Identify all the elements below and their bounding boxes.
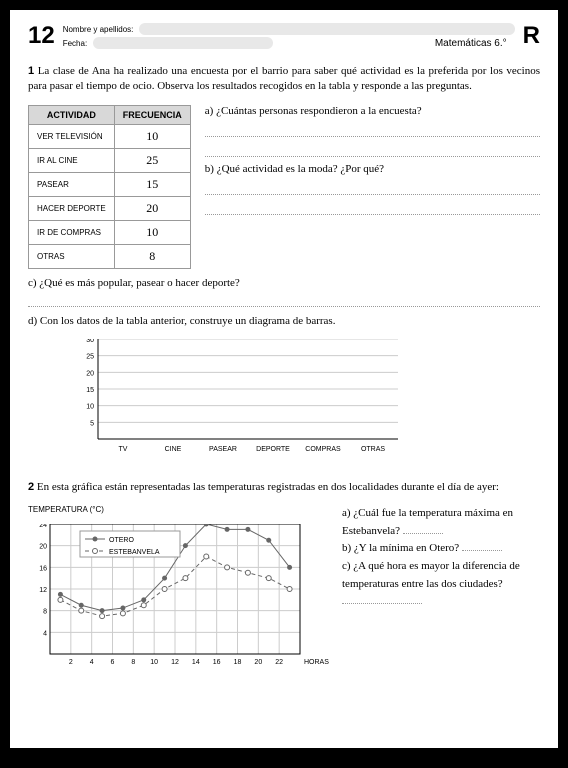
q1b: b) ¿Qué actividad es la moda? ¿Por qué? bbox=[205, 163, 540, 175]
svg-text:TV: TV bbox=[119, 446, 128, 453]
table-row: VER TELEVISIÓN10 bbox=[29, 124, 191, 148]
q2-text: 2 En esta gráfica están representadas la… bbox=[28, 480, 540, 495]
worksheet-number: 12 bbox=[28, 22, 55, 50]
temperature-chart-wrap: TEMPERATURA (°C) 48121620242468101214161… bbox=[28, 505, 330, 683]
svg-text:16: 16 bbox=[39, 566, 47, 573]
svg-text:16: 16 bbox=[213, 659, 221, 666]
svg-text:CINE: CINE bbox=[165, 446, 182, 453]
answer-line[interactable] bbox=[205, 123, 540, 137]
answer-line[interactable] bbox=[342, 603, 422, 604]
frequency-table: ACTIVIDADFRECUENCIA VER TELEVISIÓN10 IR … bbox=[28, 105, 191, 269]
question-1: 1 La clase de Ana ha realizado una encue… bbox=[28, 64, 540, 470]
svg-text:12: 12 bbox=[39, 587, 47, 594]
table-row: PASEAR15 bbox=[29, 172, 191, 196]
date-label: Fecha: bbox=[63, 39, 87, 48]
table-header: ACTIVIDAD bbox=[29, 105, 115, 124]
name-label: Nombre y apellidos: bbox=[63, 25, 134, 34]
svg-text:22: 22 bbox=[275, 659, 283, 666]
table-row: OTRAS8 bbox=[29, 244, 191, 268]
svg-text:15: 15 bbox=[86, 387, 94, 394]
svg-text:20: 20 bbox=[86, 370, 94, 377]
svg-text:HORAS: HORAS bbox=[304, 659, 329, 666]
line-chart: 4812162024246810121416182022HORASOTEROES… bbox=[28, 524, 330, 672]
q1d: d) Con los datos de la tabla anterior, c… bbox=[28, 315, 540, 327]
q1c: c) ¿Qué es más popular, pasear o hacer d… bbox=[28, 277, 540, 289]
answer-line[interactable] bbox=[205, 143, 540, 157]
svg-text:4: 4 bbox=[90, 659, 94, 666]
svg-text:14: 14 bbox=[192, 659, 200, 666]
svg-text:COMPRAS: COMPRAS bbox=[305, 446, 341, 453]
svg-text:6: 6 bbox=[111, 659, 115, 666]
bar-chart-grid: 5 10 15 20 25 30 TV CINE PASEAR DEPORTE COMPRAS OTR… bbox=[68, 339, 398, 459]
date-input-line[interactable] bbox=[93, 37, 273, 49]
svg-text:PASEAR: PASEAR bbox=[209, 446, 237, 453]
answer-line[interactable] bbox=[462, 550, 502, 551]
answer-line[interactable] bbox=[205, 181, 540, 195]
name-date-fields: Nombre y apellidos: Fecha: Matemáticas 6.… bbox=[63, 23, 515, 49]
svg-text:OTERO: OTERO bbox=[109, 537, 134, 544]
svg-text:DEPORTE: DEPORTE bbox=[256, 446, 290, 453]
table-header: FRECUENCIA bbox=[114, 105, 190, 124]
answer-line[interactable] bbox=[28, 293, 540, 307]
q2c: c) ¿A qué hora es mayor la diferencia de… bbox=[342, 558, 540, 611]
svg-text:8: 8 bbox=[43, 609, 47, 616]
svg-text:12: 12 bbox=[171, 659, 179, 666]
answer-line[interactable] bbox=[403, 533, 443, 534]
svg-text:ESTEBANVELA: ESTEBANVELA bbox=[109, 549, 160, 556]
q1a: a) ¿Cuántas personas respondieron a la e… bbox=[205, 105, 540, 117]
name-input-line[interactable] bbox=[139, 23, 514, 35]
svg-text:24: 24 bbox=[39, 524, 47, 529]
q1-subquestions: a) ¿Cuántas personas respondieron a la e… bbox=[205, 105, 540, 221]
svg-text:10: 10 bbox=[86, 403, 94, 410]
q2-subquestions: a) ¿Cuál fue la temperatura máxima en Es… bbox=[342, 505, 540, 611]
table-row: HACER DEPORTE20 bbox=[29, 196, 191, 220]
q1-text: 1 La clase de Ana ha realizado una encue… bbox=[28, 64, 540, 95]
svg-text:OTRAS: OTRAS bbox=[361, 446, 385, 453]
header: 12 Nombre y apellidos: Fecha: Matemáticas… bbox=[28, 22, 540, 50]
svg-text:18: 18 bbox=[234, 659, 242, 666]
svg-text:20: 20 bbox=[39, 544, 47, 551]
subject-label: Matemáticas 6.° bbox=[435, 38, 507, 49]
svg-text:10: 10 bbox=[150, 659, 158, 666]
svg-text:4: 4 bbox=[43, 631, 47, 638]
r-badge: R bbox=[523, 22, 540, 50]
svg-text:2: 2 bbox=[69, 659, 73, 666]
table-row: IR DE COMPRAS10 bbox=[29, 220, 191, 244]
svg-text:25: 25 bbox=[86, 353, 94, 360]
question-2: 2 En esta gráfica están representadas la… bbox=[28, 480, 540, 683]
worksheet-page: 12 Nombre y apellidos: Fecha: Matemáticas… bbox=[10, 10, 558, 748]
svg-text:20: 20 bbox=[254, 659, 262, 666]
svg-text:5: 5 bbox=[90, 420, 94, 427]
table-row: IR AL CINE25 bbox=[29, 148, 191, 172]
q2a: a) ¿Cuál fue la temperatura máxima en Es… bbox=[342, 505, 540, 540]
svg-text:30: 30 bbox=[86, 339, 94, 344]
chart-title: TEMPERATURA (°C) bbox=[28, 505, 330, 514]
q2b: b) ¿Y la mínima en Otero? bbox=[342, 540, 540, 558]
answer-line[interactable] bbox=[205, 201, 540, 215]
svg-text:8: 8 bbox=[131, 659, 135, 666]
